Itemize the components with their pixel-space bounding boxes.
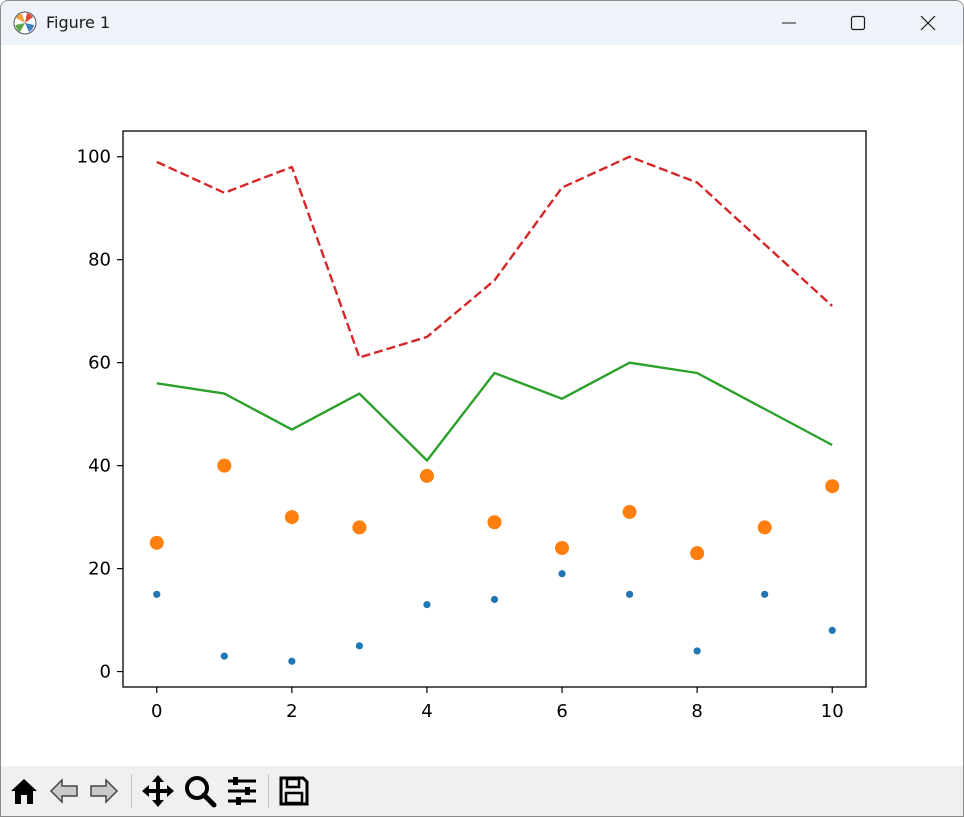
series-0-point <box>153 590 161 598</box>
forward-button[interactable] <box>87 774 121 808</box>
x-tick-label: 6 <box>556 701 567 722</box>
forward-icon <box>90 778 119 804</box>
zoom-button[interactable] <box>183 774 217 808</box>
navigation-toolbar <box>1 766 963 816</box>
x-tick-label: 2 <box>286 701 297 722</box>
home-icon <box>11 779 37 804</box>
series-1-point <box>419 468 434 483</box>
y-tick-label: 80 <box>88 250 111 271</box>
y-tick-label: 0 <box>100 662 111 683</box>
axes-frame <box>122 130 867 688</box>
pan-button[interactable] <box>141 774 175 808</box>
series-1-point <box>757 520 772 535</box>
series-0-point <box>558 570 566 578</box>
close-button[interactable] <box>893 1 963 45</box>
series-1-point <box>149 535 164 550</box>
series-2-line <box>156 361 833 462</box>
series-1-point <box>352 520 367 535</box>
maximize-button[interactable] <box>823 1 893 45</box>
back-button[interactable] <box>47 774 81 808</box>
title-bar[interactable]: Figure 1 <box>1 1 963 45</box>
series-0-point <box>355 642 364 650</box>
y-tick-label: 60 <box>88 353 111 374</box>
save-icon <box>279 776 309 806</box>
toolbar-separator <box>268 774 269 808</box>
x-tick-label: 4 <box>421 701 432 722</box>
series-0-point <box>828 626 836 634</box>
plot-canvas[interactable]: 0 2 4 6 8 10 0 20 40 60 80 100 <box>1 45 963 766</box>
toolbar-separator <box>131 774 132 808</box>
y-tick-label: 40 <box>88 456 111 477</box>
series-0-point <box>761 590 769 598</box>
series-0-point <box>693 647 701 655</box>
pan-icon <box>142 775 174 807</box>
series-1-point <box>284 510 299 525</box>
home-button[interactable] <box>7 774 41 808</box>
matplotlib-icon <box>13 11 37 35</box>
maximize-icon <box>850 15 866 31</box>
x-tick-label: 8 <box>691 701 702 722</box>
series-1-point <box>690 546 705 561</box>
series-0-point <box>625 590 634 598</box>
minimize-button[interactable] <box>754 1 824 45</box>
y-axis: 0 20 40 60 80 100 <box>77 147 123 683</box>
series-1-point <box>555 541 570 555</box>
minimize-icon <box>782 22 796 24</box>
x-tick-label: 0 <box>151 701 162 722</box>
window-title: Figure 1 <box>46 13 111 32</box>
series-1-point <box>487 515 502 530</box>
configure-subplots-button[interactable] <box>225 774 259 808</box>
close-icon <box>920 15 936 31</box>
series-3-line <box>156 155 834 359</box>
series-1-point <box>622 504 637 519</box>
x-axis: 0 2 4 6 8 10 <box>151 687 844 722</box>
save-button[interactable] <box>277 774 311 808</box>
series-0-point <box>288 657 296 665</box>
x-tick-label: 10 <box>821 701 844 722</box>
back-icon <box>49 778 78 804</box>
y-tick-label: 100 <box>77 147 111 168</box>
series-0-point <box>423 601 431 609</box>
series-0-point <box>490 595 499 604</box>
y-tick-label: 20 <box>88 559 111 580</box>
series-1-point <box>825 479 840 494</box>
configure-subplots-icon <box>228 777 256 805</box>
series-layer <box>149 155 840 665</box>
series-0-point <box>220 652 228 660</box>
series-1-point <box>217 458 232 473</box>
zoom-icon <box>185 776 217 808</box>
